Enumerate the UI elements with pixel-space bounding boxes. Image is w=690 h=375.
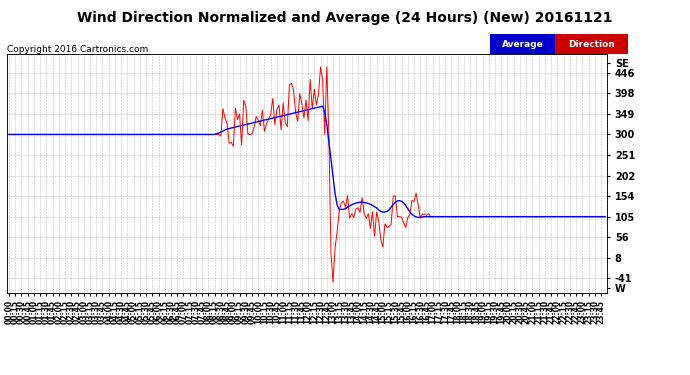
- Text: Wind Direction Normalized and Average (24 Hours) (New) 20161121: Wind Direction Normalized and Average (2…: [77, 11, 613, 25]
- FancyBboxPatch shape: [490, 34, 555, 54]
- Text: Direction: Direction: [568, 40, 615, 49]
- Text: Copyright 2016 Cartronics.com: Copyright 2016 Cartronics.com: [7, 45, 148, 54]
- Text: Average: Average: [502, 40, 543, 49]
- FancyBboxPatch shape: [555, 34, 628, 54]
